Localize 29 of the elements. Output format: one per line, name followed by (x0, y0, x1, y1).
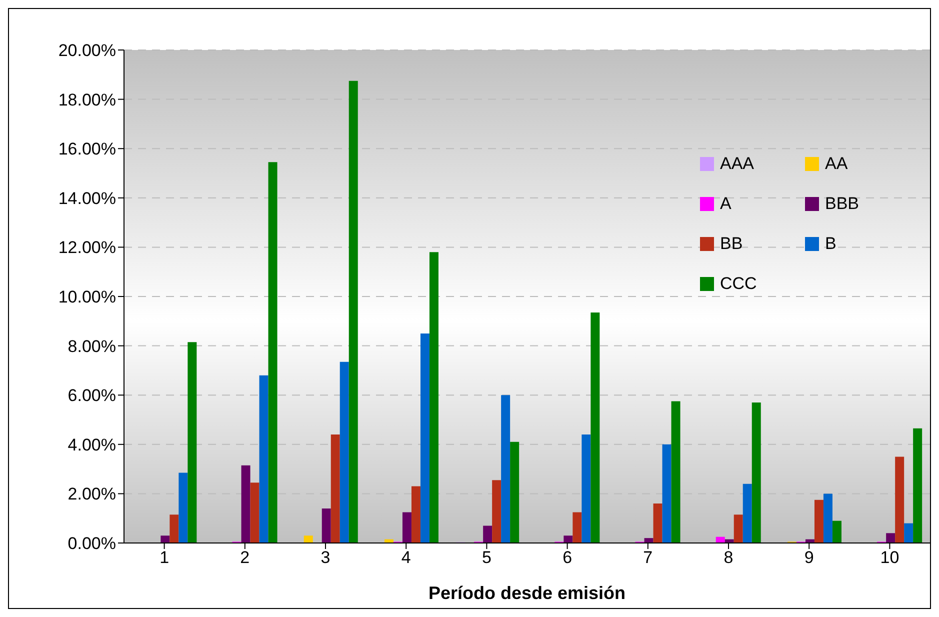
x-tick-label: 3 (320, 548, 330, 568)
y-tick-label: 8.00% (68, 336, 116, 356)
legend-label: BB (720, 234, 743, 254)
legend-label: BBB (825, 194, 860, 214)
x-axis-title: Período desde emisión (428, 583, 626, 603)
y-tick-label: 12.00% (58, 238, 116, 258)
x-tick-label: 5 (482, 548, 492, 568)
x-tick-label: 9 (804, 548, 814, 568)
x-tick-label: 6 (562, 548, 572, 568)
x-tick-label: 4 (401, 548, 411, 568)
legend-label: B (825, 234, 836, 254)
x-tick-label: 7 (643, 548, 653, 568)
y-tick-label: 2.00% (68, 484, 116, 504)
x-tick-label: 1 (160, 548, 170, 568)
y-tick-label: 10.00% (58, 288, 116, 307)
legend-label: CCC (720, 274, 757, 294)
y-tick-label: 6.00% (68, 386, 116, 406)
legend-label: A (720, 194, 732, 214)
y-tick-label: 0.00% (68, 534, 116, 554)
legend-label: AA (825, 154, 848, 174)
y-tick-label: 16.00% (58, 140, 116, 159)
y-tick-label: 18.00% (58, 90, 116, 110)
y-tick-label: 20.00% (58, 41, 116, 60)
legend-label: AAA (720, 154, 754, 174)
x-tick-label: 2 (240, 548, 250, 568)
x-tick-label: 8 (724, 548, 734, 568)
x-tick-label: 10 (880, 548, 900, 568)
y-tick-label: 4.00% (68, 435, 116, 454)
y-tick-label: 14.00% (58, 188, 116, 208)
